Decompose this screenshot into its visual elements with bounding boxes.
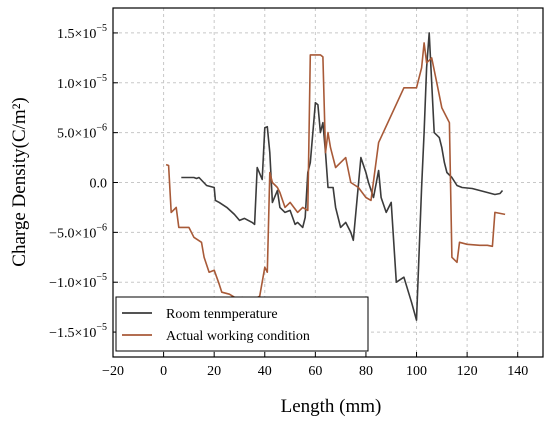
ticks-group: −20 0 20 40 60 80 100 120 1401.5×10−51.0×10−55.0… — [49, 23, 528, 379]
y-tick-label-base: −1.5×10 — [49, 326, 96, 341]
series-group — [165, 32, 506, 321]
y-tick-label: −1.0×10−5 — [49, 272, 107, 291]
y-tick-label-exponent: −5 — [96, 73, 107, 84]
x-tick-label: 100 — [406, 364, 427, 379]
y-tick-label: 1.0×10−5 — [57, 73, 107, 92]
y-tick-label-base: 1.5×10 — [57, 27, 96, 42]
x-tick-label: 20 — [207, 364, 221, 379]
y-tick-label: −5.0×10−6 — [49, 222, 107, 241]
legend-box — [115, 296, 369, 352]
legend-label: Actual working condition — [166, 329, 310, 344]
y-tick-label-base: −1.0×10 — [49, 276, 96, 291]
x-tick-label: 80 — [359, 364, 373, 379]
y-tick-label-exponent: −6 — [96, 222, 107, 233]
y-tick-label: 1.5×10−5 — [57, 23, 107, 42]
x-axis-title: Length (mm) — [281, 396, 382, 417]
x-tick-label: 60 — [308, 364, 322, 379]
y-tick-label-exponent: −5 — [96, 322, 107, 333]
x-tick-label: 140 — [507, 364, 528, 379]
y-tick-label-base: 5.0×10 — [57, 127, 96, 142]
y-axis-title: Charge Density(C/m²) — [9, 97, 30, 266]
y-tick-label: 5.0×10−6 — [57, 123, 107, 142]
y-tick-label-exponent: −6 — [96, 123, 107, 134]
y-tick-label: 0.0 — [90, 177, 108, 192]
legend-label: Room tenmperature — [166, 307, 278, 322]
y-tick-label-base: −5.0×10 — [49, 226, 96, 241]
x-tick-label: 120 — [457, 364, 478, 379]
series-line-1 — [165, 42, 506, 302]
x-tick-label: 0 — [160, 364, 167, 379]
y-tick-label-base: 1.0×10 — [57, 77, 96, 92]
y-tick-label-base: 0.0 — [90, 177, 108, 192]
series-line-0 — [181, 32, 504, 321]
x-tick-label: 40 — [258, 364, 272, 379]
x-tick-label: −20 — [102, 364, 124, 379]
y-tick-label: −1.5×10−5 — [49, 322, 107, 341]
y-tick-label-exponent: −5 — [96, 23, 107, 34]
legend: Room tenmperature Actual working conditio… — [115, 296, 369, 352]
y-tick-label-exponent: −5 — [96, 272, 107, 283]
